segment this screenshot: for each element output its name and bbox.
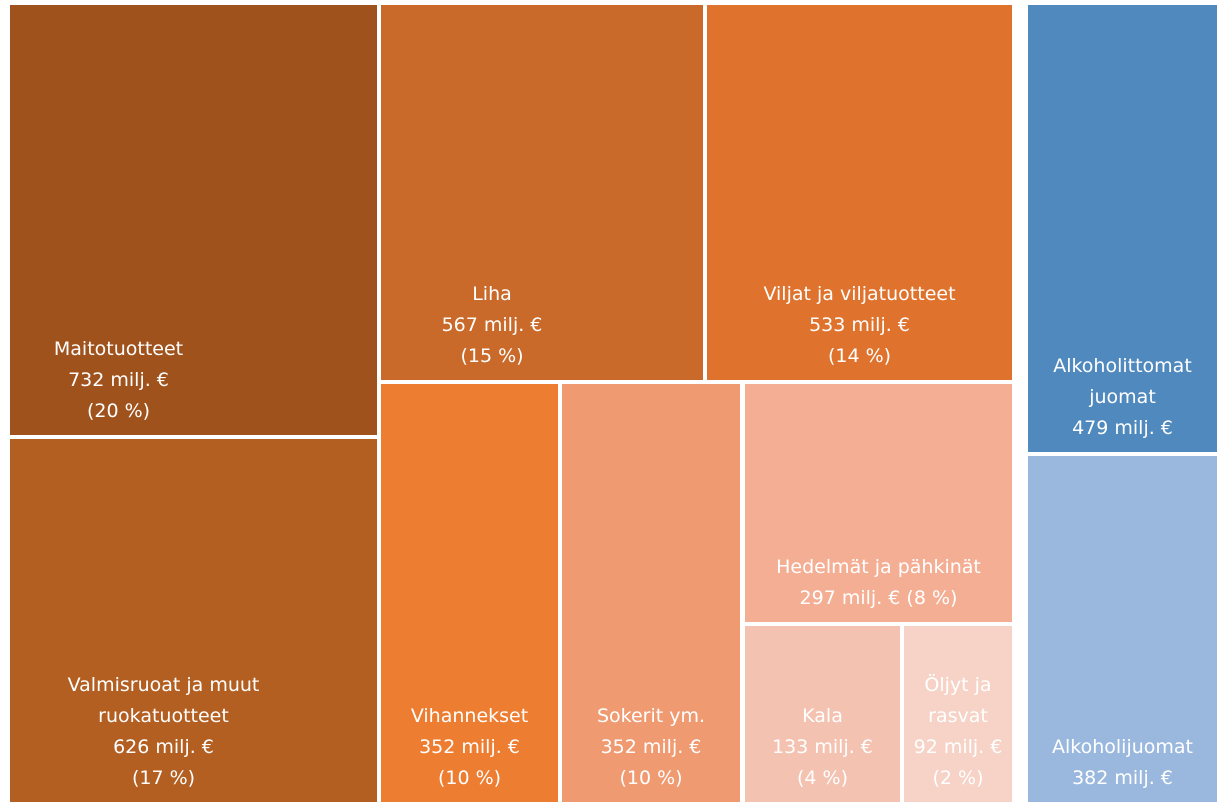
- tile-label: Maitotuotteet 732 milj. € (20 %): [19, 334, 219, 427]
- category-label: Hedelmät ja pähkinät: [776, 556, 981, 578]
- tile: Kala 133 milj. € (4 %): [745, 626, 900, 802]
- value-label: 567 milj. €: [441, 314, 543, 336]
- value-label: 352 milj. €: [419, 736, 520, 758]
- category-label: Liha: [472, 283, 512, 305]
- tile-label: Öljyt ja rasvat 92 milj. € (2 %): [908, 670, 1008, 794]
- category-label: Sokerit ym.: [596, 705, 706, 727]
- tile: Valmisruoat ja muut ruokatuotteet 626 mil…: [10, 439, 377, 802]
- tile: Vihannekset 352 milj. € (10 %): [381, 384, 558, 802]
- category-label: Kala: [802, 705, 843, 727]
- percent-label: (8 %): [906, 587, 958, 609]
- tile-label: Vihannekset 352 milj. € (10 %): [385, 701, 555, 794]
- tile-label: Alkoholittomat juomat 479 milj. €: [1028, 351, 1217, 444]
- tile-label: Viljat ja viljatuotteet 533 milj. € (14 %): [725, 279, 995, 372]
- percent-label: (15 %): [460, 345, 524, 367]
- percent-label: (4 %): [796, 767, 848, 789]
- value-label: 133 milj. €: [772, 736, 873, 758]
- value-label: 297 milj. €: [799, 587, 901, 609]
- percent-label: (14 %): [827, 345, 892, 367]
- value-label: 382 milj. €: [1072, 767, 1173, 789]
- category-label: Valmisruoat ja muut ruokatuotteet: [67, 674, 260, 727]
- value-label: 533 milj. €: [809, 314, 910, 336]
- tile-label: Liha 567 milj. € (15 %): [392, 279, 592, 372]
- tile: Liha 567 milj. € (15 %): [381, 5, 703, 380]
- category-label: Viljat ja viljatuotteet: [763, 283, 956, 305]
- tile-label: Valmisruoat ja muut ruokatuotteet 626 mil…: [29, 670, 299, 794]
- category-label: Maitotuotteet: [53, 338, 184, 360]
- value-label: 479 milj. €: [1072, 417, 1173, 439]
- category-label: Öljyt ja rasvat: [924, 674, 992, 727]
- tile: Alkoholijuomat 382 milj. €: [1028, 456, 1217, 802]
- category-label: Alkoholijuomat: [1052, 736, 1193, 758]
- category-label: Alkoholittomat juomat: [1053, 355, 1192, 408]
- tile-label: Kala 133 milj. € (4 %): [748, 701, 898, 794]
- percent-label: (2 %): [932, 767, 984, 789]
- tile: Hedelmät ja pähkinät 297 milj. € (8 %): [745, 384, 1012, 622]
- value-label: 92 milj. €: [913, 736, 1003, 758]
- category-label: Vihannekset: [410, 705, 529, 727]
- tile: Viljat ja viljatuotteet 533 milj. € (14 %): [707, 5, 1012, 380]
- tile-label: Hedelmät ja pähkinät 297 milj. € (8 %): [764, 552, 994, 614]
- value-label: 732 milj. €: [68, 369, 169, 391]
- percent-label: (20 %): [86, 400, 151, 422]
- tile: Sokerit ym. 352 milj. € (10 %): [562, 384, 740, 802]
- value-label: 352 milj. €: [600, 736, 702, 758]
- value-label: 626 milj. €: [113, 736, 214, 758]
- percent-label: (10 %): [437, 767, 502, 789]
- tile: Öljyt ja rasvat 92 milj. € (2 %): [904, 626, 1012, 802]
- tile-label: Sokerit ym. 352 milj. € (10 %): [566, 701, 736, 794]
- tile: Alkoholittomat juomat 479 milj. €: [1028, 5, 1217, 452]
- tile: Maitotuotteet 732 milj. € (20 %): [10, 5, 377, 435]
- percent-label: (17 %): [131, 767, 196, 789]
- percent-label: (10 %): [619, 767, 683, 789]
- tile-label: Alkoholijuomat 382 milj. €: [1028, 732, 1217, 794]
